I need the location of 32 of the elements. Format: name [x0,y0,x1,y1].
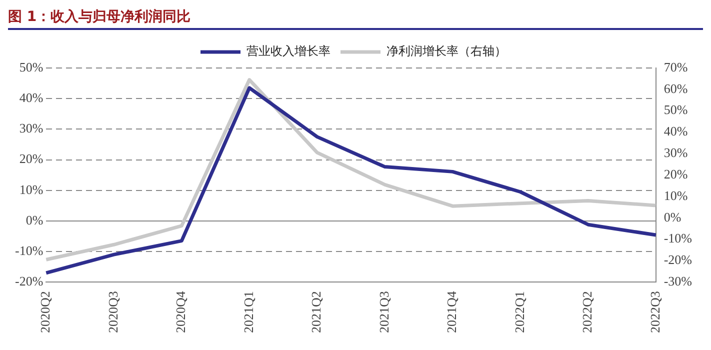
y-tick-label: 30% [19,120,44,136]
x-tick-label: 2021Q3 [376,291,392,333]
y-tick-label: 40% [19,90,44,106]
x-tick-label: 2021Q2 [308,291,324,333]
y-tick-label: 10% [19,182,44,197]
y2-tick-label: -10% [664,230,692,246]
x-tick-label: 2021Q4 [444,290,460,333]
y2-tick-label: -20% [664,252,692,268]
y-tick-label: -20% [14,274,44,289]
y-tick-label: -10% [14,242,44,258]
y2-tick-label: 40% [664,124,688,139]
y2-tick-label: -30% [664,274,692,289]
legend-label: 净利润增长率（右轴） [386,44,506,58]
y-tick-label: 0% [26,212,44,228]
y2-tick-label: 30% [664,145,688,160]
x-tick-label: 2022Q3 [647,291,662,333]
chart-title: 图 1：收入与归母净利润同比 [8,8,703,30]
x-tick-label: 2020Q2 [38,291,53,333]
y2-tick-label: 10% [664,188,688,203]
x-tick-label: 2020Q4 [173,290,188,333]
y2-tick-label: 50% [664,102,688,118]
y2-tick-label: 60% [664,80,688,96]
x-tick-label: 2022Q2 [580,291,595,333]
legend-label: 营业收入增长率 [246,44,330,58]
x-tick-label: 2020Q3 [105,291,120,333]
y-tick-label: 20% [19,151,44,166]
y2-tick-label: 70% [664,59,688,74]
x-tick-label: 2021Q1 [240,291,256,333]
y2-tick-label: 20% [664,166,688,182]
y2-tick-label: 0% [664,209,682,224]
x-tick-label: 2022Q1 [512,291,527,333]
y-tick-label: 50% [19,59,44,74]
